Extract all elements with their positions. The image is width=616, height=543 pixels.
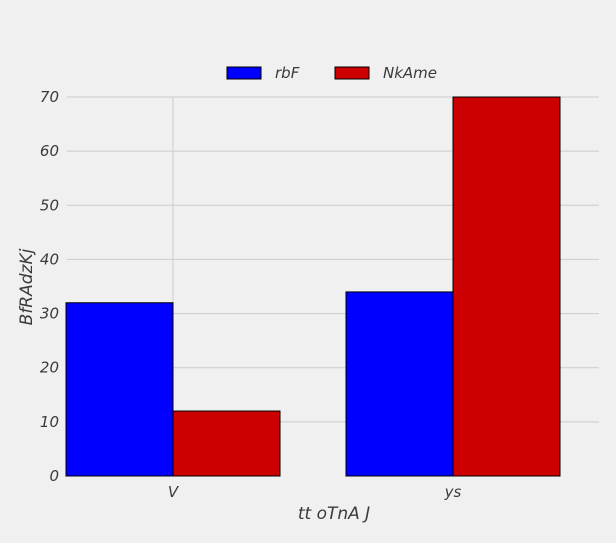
bars <box>65 96 561 477</box>
y-tick-label: 50 <box>40 196 59 214</box>
legend-swatch-NkAme <box>334 66 370 80</box>
bar-rbF-V <box>65 302 174 477</box>
y-tick-label: 10 <box>40 413 59 431</box>
legend: rbF NkAme <box>226 64 437 82</box>
bar-NkAme-V <box>172 410 281 477</box>
y-tick-label: 60 <box>40 142 59 160</box>
legend-swatch-rbF <box>226 66 262 80</box>
y-tick-label: 0 <box>49 467 59 485</box>
legend-label-NkAme: NkAme <box>383 64 437 82</box>
y-tick-label: 70 <box>40 88 59 106</box>
y-tick-label: 30 <box>40 305 59 323</box>
x-tick-label: ys <box>444 483 462 501</box>
x-tick-label: V <box>168 483 180 501</box>
y-tick-label: 20 <box>40 359 59 377</box>
legend-label-rbF: rbF <box>275 64 300 82</box>
bar-NkAme-ys <box>452 96 561 477</box>
x-axis-title: tt oTnA J <box>298 504 370 524</box>
y-axis-title: BfRAdzKj <box>17 248 37 325</box>
y-tick-label: 40 <box>40 250 59 268</box>
bar-rbF-ys <box>345 291 454 477</box>
y-tick-labels: 0 10 20 30 40 50 60 70 <box>40 88 59 485</box>
